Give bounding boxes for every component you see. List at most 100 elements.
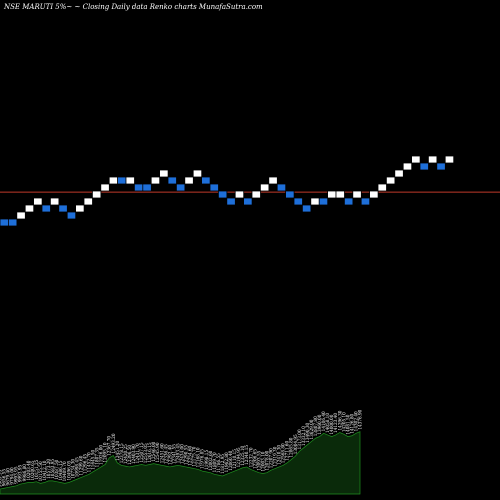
volume-value-label: 12340.15	[244, 445, 249, 465]
volume-value-label: 12546.00	[151, 441, 156, 461]
renko-brick-up	[268, 176, 278, 185]
volume-value-label: 11807.35	[95, 447, 100, 467]
renko-brick-down	[117, 176, 127, 185]
volume-value-label: 11296.45	[82, 454, 87, 474]
volume-value-label: 14000.00	[329, 414, 334, 434]
volume-value-label: 10155.50	[38, 461, 43, 481]
volume-value-label: 9794.00	[10, 467, 15, 485]
volume-value-label: 12431.70	[135, 443, 140, 463]
renko-brick-up	[394, 169, 404, 178]
volume-value-label: 12434.00	[180, 444, 185, 464]
renko-brick-up	[335, 190, 345, 199]
renko-brick-up	[310, 197, 320, 206]
renko-brick-up	[369, 190, 379, 199]
renko-brick-up	[24, 204, 35, 213]
volume-value-label: 12616.15	[147, 442, 152, 462]
renko-bricks	[0, 155, 455, 227]
volume-value-label: 12367.70	[107, 436, 112, 456]
volume-value-label: 10387.50	[54, 459, 59, 479]
volume-value-label: 12378.15	[119, 443, 124, 463]
volume-value-label: 14081.50	[345, 414, 350, 434]
volume-value-label: 10200.65	[30, 460, 35, 480]
renko-brick-down	[436, 162, 446, 171]
volume-value-label: 13629.00	[309, 419, 314, 439]
volume-value-label: 13332.10	[301, 426, 306, 446]
volume-value-label: 12336.45	[163, 444, 168, 464]
volume-value-label: 12110.15	[232, 449, 237, 469]
volume-value-label: 10412.10	[42, 460, 47, 480]
volume-value-label: 14296.30	[337, 410, 342, 430]
volume-value-label: 10573.20	[46, 459, 51, 479]
volume-value-label: 12711.60	[285, 441, 290, 461]
renko-brick-up	[75, 204, 85, 213]
volume-value-label: 12451.60	[159, 443, 164, 463]
volume-value-label: 12507.15	[139, 442, 144, 462]
volume-value-label: 9986.80	[22, 464, 27, 482]
volume-labels: 9969.35 9656.55 9679.40 9794.00 9993.95 9993.…	[0, 409, 363, 487]
renko-brick-down	[41, 204, 51, 213]
volume-value-label: 12078.00	[264, 450, 269, 470]
renko-brick-down	[318, 197, 329, 206]
volume-value-label: 14106.40	[321, 411, 326, 431]
volume-value-label: 12095.10	[103, 442, 108, 462]
volume-value-label: 12865.80	[289, 437, 294, 457]
renko-brick-up	[50, 197, 60, 206]
renko-brick-up	[92, 190, 102, 199]
volume-value-label: 9969.35	[0, 469, 3, 487]
volume-value-label: 10409.70	[62, 461, 67, 481]
volume-value-label: 12060.40	[228, 450, 233, 470]
volume-value-label: 12194.95	[236, 447, 241, 467]
renko-brick-up	[184, 176, 194, 185]
volume-value-label: 10151.25	[34, 459, 39, 479]
renko-brick-down	[360, 197, 371, 206]
renko-brick-up	[83, 197, 93, 206]
renko-brick-up	[159, 169, 169, 178]
volume-value-label: 10203.40	[26, 460, 31, 480]
renko-brick-down	[301, 204, 312, 213]
renko-brick-up	[108, 176, 119, 185]
volume-value-label: 12325.10	[240, 445, 245, 465]
renko-brick-down	[226, 197, 236, 206]
renko-brick-up	[234, 190, 245, 199]
volume-value-label: 12002.60	[208, 450, 213, 470]
volume-value-label: 13490.30	[305, 422, 310, 442]
volume-value-label: 11926.00	[99, 445, 104, 465]
volume-value-label: 11299.60	[78, 455, 83, 475]
renko-brick-up	[385, 176, 396, 185]
volume-value-label: 9993.95	[14, 466, 19, 484]
renko-brick-down	[66, 211, 77, 220]
volume-value-label: 14123.40	[333, 413, 338, 433]
volume-value-label: 10734.30	[70, 459, 75, 479]
volume-value-label: 11452.70	[86, 452, 91, 472]
volume-value-label: 12545.90	[155, 442, 160, 462]
chart-title: NSE MARUTI 5%~ ~ Closing Daily data Renk…	[3, 3, 263, 11]
renko-brick-down	[58, 204, 68, 213]
volume-value-label: 13960.00	[317, 414, 322, 434]
volume-area	[0, 431, 361, 495]
renko-brick-down	[343, 197, 354, 206]
volume-value-label: 10496.05	[66, 460, 71, 480]
volume-value-label: 12207.90	[269, 448, 274, 468]
renko-brick-down	[142, 183, 152, 192]
volume-value-label: 14376.90	[358, 409, 363, 429]
renko-brick-up	[352, 190, 362, 199]
volume-value-label: 14126.80	[349, 413, 354, 433]
renko-brick-down	[201, 176, 211, 185]
renko-brick-up	[33, 197, 43, 206]
volume-value-label: 12290.55	[184, 445, 189, 465]
renko-brick-down	[167, 176, 177, 185]
renko-brick-down	[209, 183, 219, 192]
volume-value-label: 12319.30	[273, 446, 278, 466]
volume-value-label: 11976.85	[200, 449, 205, 469]
volume-value-label: 10583.95	[50, 459, 55, 479]
renko-brick-up	[427, 155, 438, 164]
volume-value-label: 10998.45	[74, 457, 79, 477]
volume-value-label: 12175.70	[192, 446, 197, 466]
renko-brick-down	[0, 218, 9, 227]
renko-brick-up	[16, 211, 26, 220]
volume-value-label: 12003.10	[260, 451, 265, 471]
volume-value-label: 12093.55	[256, 450, 261, 470]
volume-value-label: 12553.05	[143, 443, 148, 463]
